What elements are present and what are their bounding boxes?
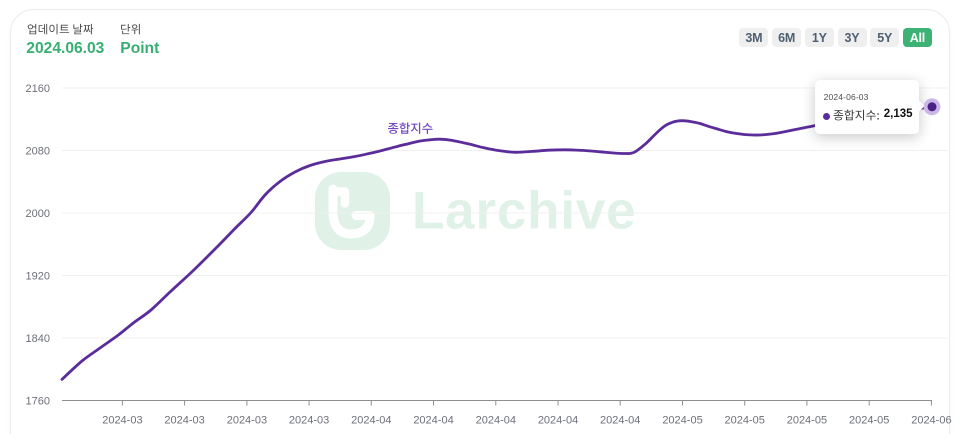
svg-text:2024-04: 2024-04	[351, 415, 391, 427]
svg-text:2080: 2080	[26, 146, 50, 158]
svg-text:1840: 1840	[26, 333, 50, 345]
svg-text:2024-05: 2024-05	[662, 415, 702, 427]
svg-text:2024-03: 2024-03	[289, 415, 329, 427]
svg-text:2024-05: 2024-05	[849, 415, 889, 427]
svg-text:2024-03: 2024-03	[164, 415, 204, 427]
svg-text:2024-03: 2024-03	[102, 415, 142, 427]
svg-text:1760: 1760	[26, 396, 50, 408]
svg-text:2024-04: 2024-04	[538, 415, 578, 427]
svg-text:2024-03: 2024-03	[227, 415, 267, 427]
svg-text:2024-05: 2024-05	[725, 415, 765, 427]
svg-text:2024-06: 2024-06	[911, 415, 951, 427]
svg-text:2024-04: 2024-04	[600, 415, 640, 427]
svg-text:2000: 2000	[26, 208, 50, 220]
svg-text:Larchive: Larchive	[412, 182, 636, 241]
svg-text:2160: 2160	[26, 83, 50, 95]
svg-text:2024-04: 2024-04	[476, 415, 516, 427]
svg-text:2024-04: 2024-04	[413, 415, 453, 427]
svg-text:2024-05: 2024-05	[787, 415, 827, 427]
svg-text:1920: 1920	[26, 271, 50, 283]
